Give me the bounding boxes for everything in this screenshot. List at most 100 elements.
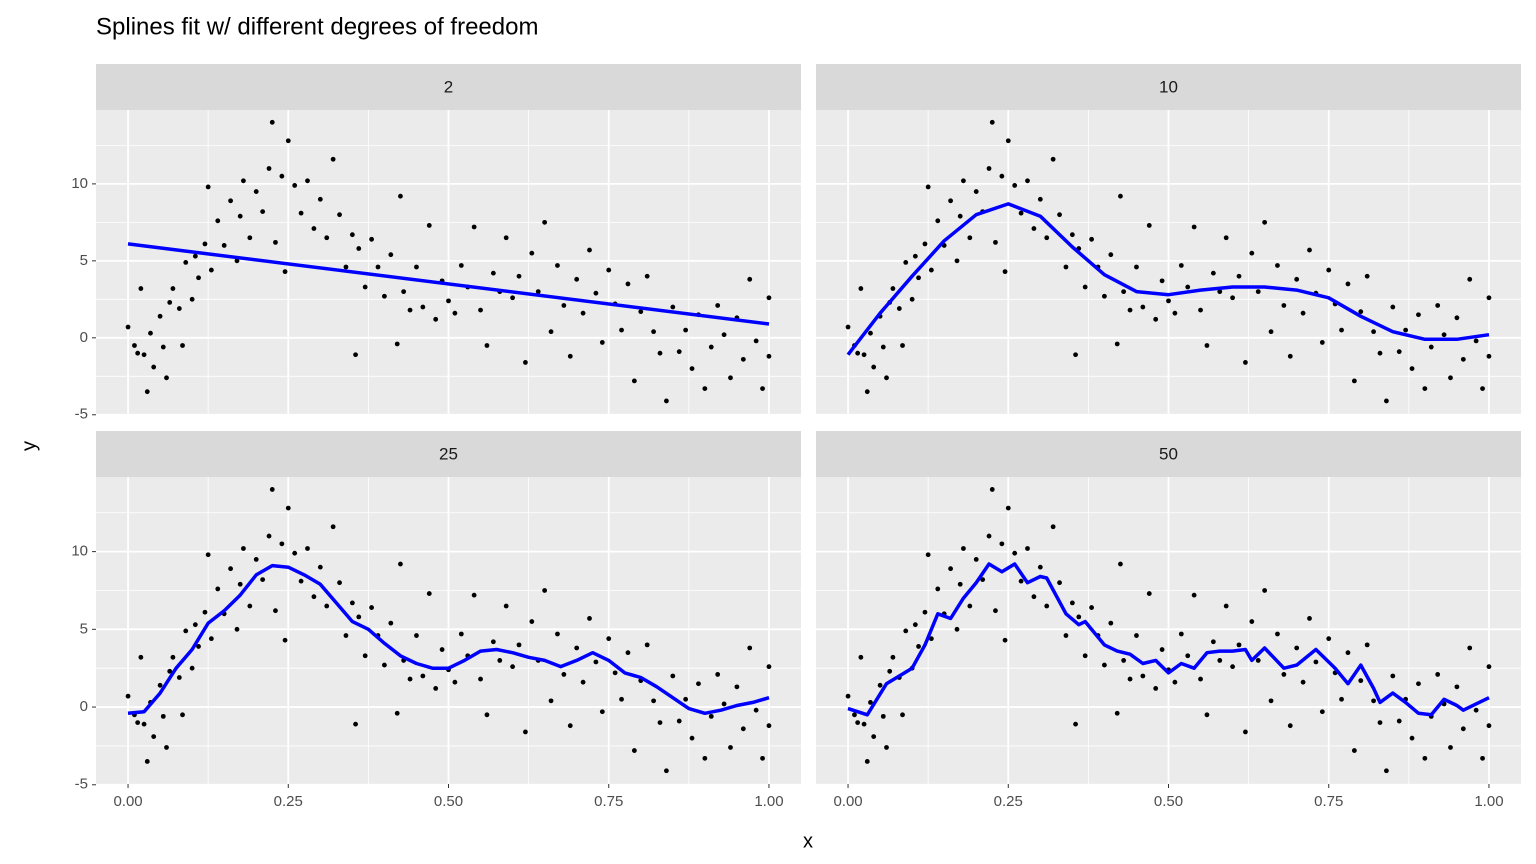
- data-point: [356, 246, 362, 251]
- data-point: [957, 213, 963, 219]
- data-point: [683, 327, 689, 333]
- data-point: [490, 639, 496, 645]
- spline-fit: [847, 562, 1490, 717]
- data-point: [343, 264, 349, 270]
- data-point: [234, 626, 240, 632]
- data-point: [734, 684, 740, 690]
- data-point: [625, 281, 631, 287]
- data-point: [269, 487, 275, 492]
- data-point: [855, 720, 861, 725]
- data-point: [880, 344, 886, 350]
- data-point: [587, 247, 592, 253]
- data-point: [471, 592, 477, 598]
- data-point: [356, 614, 362, 620]
- strip-label: 50: [1159, 444, 1178, 463]
- data-point: [138, 654, 144, 660]
- data-point: [740, 356, 746, 362]
- data-point: [1063, 264, 1069, 270]
- data-point: [1153, 686, 1159, 691]
- data-point: [433, 686, 439, 691]
- data-point: [1460, 356, 1466, 362]
- data-point: [151, 734, 157, 739]
- data-point: [1063, 633, 1069, 638]
- data-point: [948, 566, 953, 572]
- data-point: [311, 226, 317, 231]
- strip-label: 10: [1159, 77, 1178, 96]
- data-point: [644, 642, 650, 648]
- data-point: [657, 720, 663, 725]
- data-point: [631, 748, 637, 753]
- data-point: [516, 642, 522, 648]
- data-point: [702, 386, 708, 392]
- data-point: [766, 295, 772, 301]
- data-point: [221, 243, 227, 248]
- data-point: [1102, 293, 1107, 299]
- data-point: [855, 350, 861, 356]
- data-point: [612, 670, 618, 676]
- data-point: [1044, 235, 1050, 241]
- data-point: [1435, 303, 1441, 308]
- data-point: [728, 375, 733, 381]
- data-point: [144, 389, 150, 395]
- data-point: [999, 173, 1005, 179]
- data-point: [484, 712, 490, 718]
- data-point: [1118, 193, 1123, 199]
- data-point: [1108, 252, 1114, 258]
- data-point: [1127, 307, 1133, 313]
- data-point: [916, 275, 921, 281]
- data-point: [1012, 183, 1018, 188]
- data-point: [1364, 273, 1370, 279]
- data-point: [1409, 735, 1415, 741]
- data-point: [1082, 653, 1088, 659]
- data-point: [1044, 603, 1050, 609]
- data-point: [887, 668, 893, 674]
- data-point: [279, 173, 285, 179]
- data-point: [202, 609, 208, 615]
- data-point: [1236, 273, 1242, 279]
- data-point: [986, 166, 992, 171]
- data-point: [317, 196, 323, 202]
- data-point: [954, 626, 960, 632]
- data-point: [452, 679, 458, 685]
- x-tick-label: 0.25: [994, 793, 1023, 810]
- data-point: [183, 628, 189, 634]
- data-point: [535, 289, 541, 295]
- data-point: [542, 219, 548, 225]
- data-point: [349, 600, 355, 606]
- data-point: [394, 341, 400, 347]
- data-point: [1403, 327, 1409, 333]
- data-point: [1204, 712, 1210, 718]
- data-point: [574, 645, 580, 651]
- data-point: [1005, 505, 1011, 511]
- data-point: [868, 330, 873, 336]
- data-point: [1287, 353, 1293, 359]
- data-point: [638, 309, 644, 315]
- data-point: [1031, 226, 1037, 231]
- data-point: [1198, 307, 1203, 313]
- data-point: [973, 189, 979, 194]
- data-point: [157, 682, 163, 688]
- data-point: [228, 198, 233, 204]
- data-point: [1236, 642, 1242, 648]
- x-tick-label: 0.75: [1314, 793, 1343, 810]
- data-point: [1178, 631, 1184, 637]
- data-point: [1249, 619, 1255, 624]
- data-point: [253, 556, 259, 562]
- data-point: [1486, 353, 1492, 359]
- data-point: [903, 628, 909, 634]
- data-point: [1204, 343, 1210, 348]
- data-point: [555, 263, 560, 268]
- data-point: [651, 329, 656, 335]
- data-point: [1121, 658, 1127, 663]
- data-point: [1146, 223, 1152, 228]
- data-point: [353, 352, 358, 358]
- strip-label: 25: [439, 444, 458, 463]
- data-point: [1486, 664, 1492, 670]
- data-point: [928, 267, 934, 273]
- data-point: [1384, 398, 1389, 404]
- data-point: [1351, 378, 1357, 384]
- data-point: [1473, 707, 1479, 713]
- data-point: [702, 755, 708, 761]
- x-tick-label: 0.50: [434, 793, 463, 810]
- data-point: [285, 138, 291, 144]
